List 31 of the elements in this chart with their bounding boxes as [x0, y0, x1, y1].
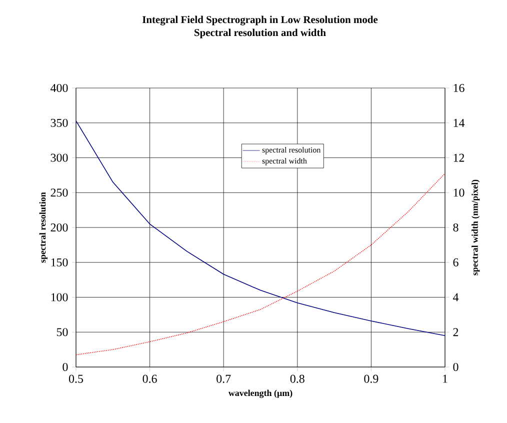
y-tick-label: 350 [50, 118, 68, 127]
x-tick-label: 0.8 [290, 374, 304, 383]
y2-tick-label: 6 [453, 258, 458, 266]
y2-tick-label: 10 [454, 188, 464, 197]
y2-tick-label: 4 [453, 293, 459, 302]
y-axis-title: spectral resolution [39, 192, 48, 263]
x-tick-label: 0.7 [216, 374, 231, 383]
y-tick-label: 200 [50, 223, 68, 232]
x-axis-title: wavelength (µm) [228, 390, 292, 398]
y2-tick-label: 2 [453, 328, 458, 336]
y-tick-label: 50 [56, 328, 68, 336]
chart-title: Integral Field Spectrograph in Low Resolution mode [142, 16, 378, 26]
y2-tick-label: 0 [453, 362, 458, 372]
x-tick-label: 1 [443, 374, 448, 383]
y2-tick-label: 12 [454, 154, 464, 162]
y-tick-label: 150 [51, 258, 68, 266]
chart-subtitle: Spectral resolution and width [194, 28, 326, 38]
y-tick-label: 400 [50, 84, 68, 92]
y-tick-label: 300 [50, 154, 68, 162]
line-series [76, 173, 445, 356]
y2-tick-label: 16 [454, 84, 464, 92]
y2-tick-label: 14 [454, 118, 465, 127]
y-tick-label: 0 [62, 362, 68, 372]
x-tick-label: 0.9 [364, 374, 378, 383]
x-tick-label: 0.6 [142, 374, 157, 383]
line-series [76, 120, 445, 336]
y-tick-label: 250 [50, 188, 68, 197]
y-tick-label: 100 [51, 293, 68, 302]
x-tick-label: 0.5 [68, 374, 84, 383]
y2-tick-label: 8 [453, 223, 458, 232]
y2-axis-title: spectral width (nm/pixel) [472, 180, 480, 276]
